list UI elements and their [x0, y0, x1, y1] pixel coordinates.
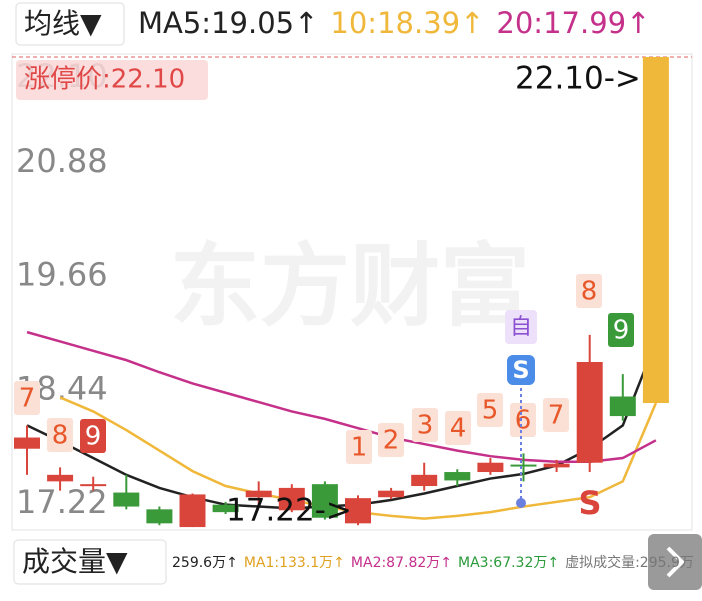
td-marker-box — [608, 313, 634, 347]
candle-body — [642, 57, 669, 404]
volume-legend: MA2:87.82万↑ — [351, 555, 452, 571]
candle-body — [411, 474, 438, 487]
candle-body — [345, 498, 371, 524]
candle-body — [311, 484, 338, 518]
td-marker: 4 — [450, 414, 467, 444]
td-marker: 9 — [85, 422, 102, 452]
td-marker-box — [412, 408, 438, 442]
next-arrow — [666, 546, 685, 578]
td-marker-box — [576, 274, 602, 308]
candle-body — [576, 361, 603, 463]
candle-body — [146, 509, 173, 524]
td-marker-box — [14, 381, 40, 415]
buy-signal: S — [512, 356, 529, 384]
signal-dot — [516, 498, 526, 508]
self-box — [505, 310, 537, 344]
ma-legend: 10:18.39↑ — [330, 6, 484, 40]
ma-line — [26, 330, 657, 464]
candle-body — [609, 396, 636, 417]
candle-body — [444, 472, 471, 481]
td-marker: 8 — [581, 277, 598, 307]
volume-legend: MA3:67.32万↑ — [458, 555, 559, 571]
y-tick-label: 20.88 — [16, 142, 108, 180]
buy-box — [507, 355, 535, 385]
td-marker-box — [346, 430, 372, 464]
limit-badge-label: 涨停价:22.10 — [24, 65, 185, 95]
candle-body — [378, 490, 405, 498]
candle-body — [543, 463, 570, 468]
price-label: 17.22-> — [226, 493, 352, 529]
td-marker-box — [378, 423, 404, 457]
td-marker: 2 — [383, 426, 400, 456]
volume-legend: 虚拟成交量:295.9万 — [565, 554, 694, 571]
td-marker-box — [47, 418, 73, 452]
candle-body — [477, 462, 504, 473]
y-tick-label: 19.66 — [16, 256, 108, 294]
candle-body — [278, 487, 305, 511]
td-marker-box — [80, 419, 106, 453]
plot-frame — [11, 53, 693, 531]
price-label: 22.10-> — [515, 61, 641, 97]
candle-body — [113, 492, 140, 507]
ma-legend: MA5:19.05↑ — [138, 6, 318, 40]
next-button[interactable] — [648, 534, 702, 590]
td-marker-box — [445, 411, 471, 445]
candle-body — [179, 494, 206, 528]
candle-body — [14, 437, 40, 449]
td-marker: 3 — [417, 411, 434, 441]
volume-selector[interactable] — [13, 539, 167, 585]
volume-legend: 259.6万↑ — [172, 555, 238, 571]
candle-body — [80, 484, 107, 487]
candle-body — [212, 504, 239, 513]
candle-body — [510, 464, 537, 467]
td-marker: 6 — [515, 406, 532, 436]
self-signal: 自 — [510, 315, 532, 340]
candle-body — [47, 474, 74, 482]
limit-badge — [16, 60, 208, 100]
td-marker-box — [543, 398, 569, 432]
td-marker: 7 — [548, 401, 565, 431]
ma-legend: 20:17.99↑ — [496, 6, 650, 40]
ma-selector[interactable] — [15, 2, 125, 46]
sell-signal: S — [578, 484, 601, 522]
ma-selector-label[interactable]: 均线▼ — [24, 7, 102, 40]
td-marker: 7 — [19, 384, 36, 414]
td-marker-box — [477, 393, 503, 427]
volume-selector-label[interactable]: 成交量▼ — [22, 545, 128, 578]
watermark: 东方财富 — [170, 234, 530, 339]
td-marker-box — [510, 403, 536, 437]
candle-body — [245, 490, 272, 498]
volume-legend: MA1:133.1万↑ — [244, 555, 345, 571]
td-marker: 9 — [613, 316, 630, 346]
td-marker: 1 — [351, 433, 368, 463]
td-marker: 8 — [52, 421, 69, 451]
td-marker: 5 — [482, 396, 499, 426]
